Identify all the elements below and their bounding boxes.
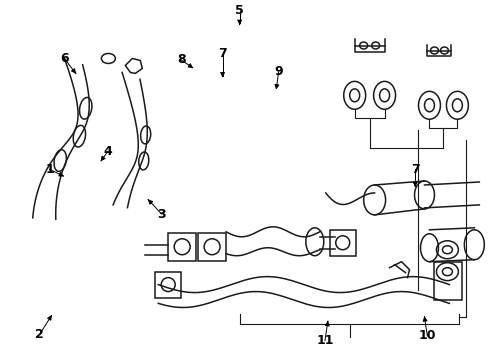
Text: 2: 2 <box>35 328 44 341</box>
Text: 10: 10 <box>418 329 435 342</box>
Text: 11: 11 <box>316 334 333 347</box>
Bar <box>155 272 181 298</box>
Text: 6: 6 <box>60 51 68 64</box>
Text: 8: 8 <box>177 53 185 66</box>
Text: 7: 7 <box>410 163 419 176</box>
Bar <box>433 262 462 300</box>
Text: 1: 1 <box>45 163 54 176</box>
Text: 3: 3 <box>157 208 165 221</box>
Bar <box>198 233 225 261</box>
Text: 9: 9 <box>274 65 283 78</box>
Bar <box>329 230 355 256</box>
Text: 4: 4 <box>103 145 112 158</box>
Bar <box>168 233 196 261</box>
Text: 5: 5 <box>235 4 244 17</box>
Text: 7: 7 <box>218 47 226 60</box>
